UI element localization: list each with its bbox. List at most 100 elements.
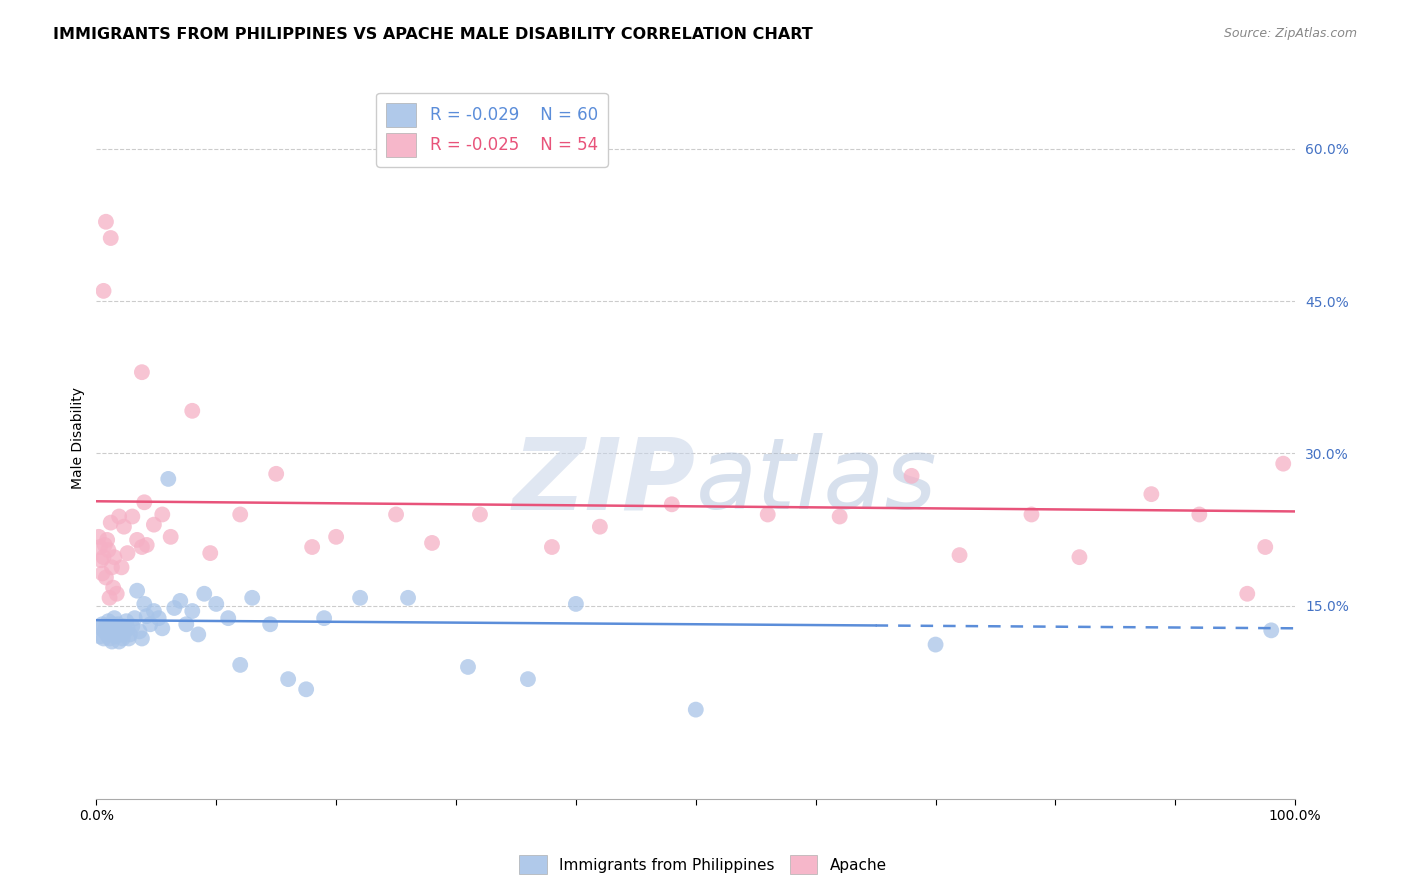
- Point: [900, 468, 922, 483]
- Point: [115, 614, 138, 628]
- Point: [112, 519, 135, 533]
- Point: [100, 516, 122, 530]
- Point: [100, 621, 122, 635]
- Point: [121, 509, 143, 524]
- Point: [589, 519, 612, 533]
- Point: [117, 546, 139, 560]
- Point: [457, 660, 479, 674]
- Point: [111, 632, 134, 646]
- Point: [1140, 487, 1163, 501]
- Point: [314, 611, 336, 625]
- Point: [565, 597, 588, 611]
- Point: [756, 508, 779, 522]
- Point: [105, 587, 128, 601]
- Text: IMMIGRANTS FROM PHILIPPINES VS APACHE MALE DISABILITY CORRELATION CHART: IMMIGRANTS FROM PHILIPPINES VS APACHE MA…: [53, 27, 813, 42]
- Point: [93, 624, 115, 639]
- Point: [541, 540, 564, 554]
- Legend: R = -0.029    N = 60, R = -0.025    N = 54: R = -0.029 N = 60, R = -0.025 N = 54: [377, 93, 607, 167]
- Point: [107, 617, 129, 632]
- Point: [828, 509, 851, 524]
- Point: [516, 672, 538, 686]
- Text: Source: ZipAtlas.com: Source: ZipAtlas.com: [1223, 27, 1357, 40]
- Point: [325, 530, 347, 544]
- Point: [98, 632, 121, 646]
- Point: [1272, 457, 1295, 471]
- Point: [187, 627, 209, 641]
- Point: [217, 611, 239, 625]
- Point: [110, 560, 132, 574]
- Point: [103, 611, 125, 625]
- Y-axis label: Male Disability: Male Disability: [72, 387, 86, 489]
- Point: [134, 597, 156, 611]
- Point: [135, 538, 157, 552]
- Point: [128, 624, 150, 639]
- Point: [93, 538, 115, 552]
- Text: atlas: atlas: [696, 433, 938, 530]
- Point: [98, 591, 121, 605]
- Point: [108, 509, 131, 524]
- Point: [301, 540, 323, 554]
- Point: [924, 638, 946, 652]
- Point: [142, 517, 165, 532]
- Point: [89, 540, 111, 554]
- Point: [396, 591, 419, 605]
- Point: [103, 550, 125, 565]
- Text: ZIP: ZIP: [513, 433, 696, 530]
- Point: [193, 587, 215, 601]
- Legend: Immigrants from Philippines, Apache: Immigrants from Philippines, Apache: [513, 849, 893, 880]
- Point: [229, 508, 252, 522]
- Point: [131, 540, 153, 554]
- Point: [124, 611, 146, 625]
- Point: [139, 617, 162, 632]
- Point: [118, 627, 141, 641]
- Point: [87, 530, 110, 544]
- Point: [90, 553, 112, 567]
- Point: [91, 617, 114, 632]
- Point: [101, 581, 124, 595]
- Point: [169, 594, 191, 608]
- Point: [105, 624, 128, 639]
- Point: [101, 634, 124, 648]
- Point: [93, 550, 115, 565]
- Point: [91, 566, 114, 581]
- Point: [101, 560, 124, 574]
- Point: [174, 617, 197, 632]
- Point: [93, 632, 115, 646]
- Point: [97, 614, 120, 628]
- Point: [150, 621, 173, 635]
- Point: [114, 624, 136, 639]
- Point: [349, 591, 371, 605]
- Point: [131, 632, 153, 646]
- Point: [135, 609, 157, 624]
- Point: [1021, 508, 1043, 522]
- Point: [96, 533, 118, 547]
- Point: [157, 472, 180, 486]
- Point: [148, 611, 170, 625]
- Point: [661, 497, 683, 511]
- Point: [229, 657, 252, 672]
- Point: [264, 467, 287, 481]
- Point: [93, 284, 115, 298]
- Point: [420, 536, 443, 550]
- Point: [205, 597, 228, 611]
- Point: [94, 570, 117, 584]
- Point: [96, 627, 118, 641]
- Point: [159, 530, 181, 544]
- Point: [948, 548, 970, 562]
- Point: [259, 617, 281, 632]
- Point: [685, 703, 707, 717]
- Point: [1236, 587, 1258, 601]
- Point: [1260, 624, 1282, 638]
- Point: [1254, 540, 1277, 554]
- Point: [385, 508, 408, 522]
- Point: [181, 404, 204, 418]
- Point: [295, 682, 318, 697]
- Point: [1188, 508, 1211, 522]
- Point: [277, 672, 299, 686]
- Point: [90, 621, 112, 635]
- Point: [110, 627, 132, 641]
- Point: [127, 533, 149, 547]
- Point: [94, 619, 117, 633]
- Point: [121, 619, 143, 633]
- Point: [118, 632, 141, 646]
